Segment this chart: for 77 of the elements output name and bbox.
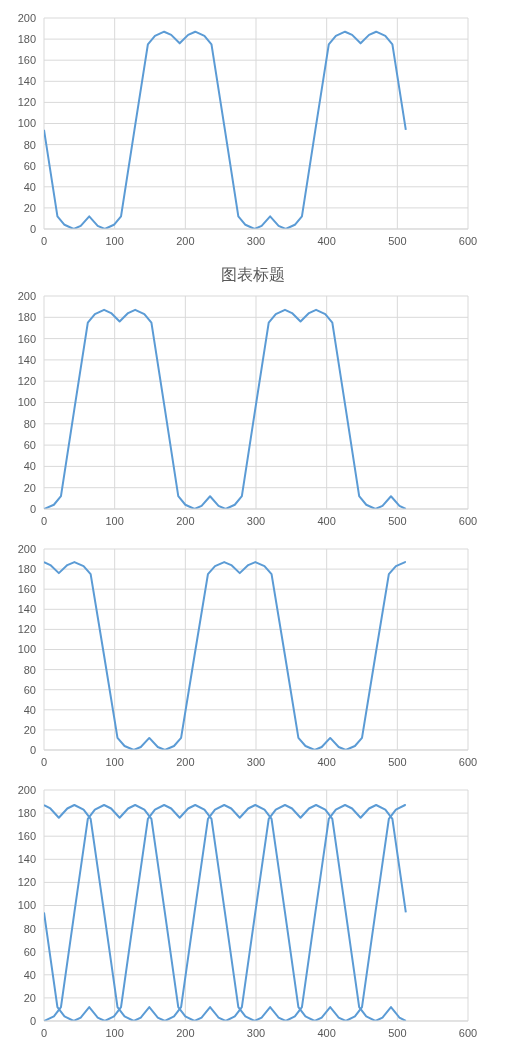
y-tick-label: 100 [17,396,36,409]
y-tick-label: 20 [23,723,36,736]
y-tick-label: 0 [29,502,36,515]
x-tick-label: 400 [317,234,336,247]
x-tick-label: 200 [176,755,195,768]
y-tick-label: 20 [23,991,36,1004]
y-tick-label: 0 [29,222,36,235]
y-tick-label: 160 [17,54,36,67]
y-tick-label: 140 [17,853,36,866]
y-tick-label: 120 [17,623,36,636]
y-tick-label: 40 [23,460,36,473]
x-tick-label: 500 [388,1026,407,1039]
y-tick-label: 20 [23,201,36,214]
y-tick-label: 180 [17,33,36,46]
x-tick-label: 600 [458,514,478,527]
chart-title: 图表标题 [220,265,286,285]
line-series [44,804,407,1021]
x-tick-label: 300 [246,755,266,768]
x-tick-label: 100 [105,1026,124,1039]
x-tick-label: 600 [458,234,478,247]
x-tick-label: 400 [317,1026,336,1039]
y-tick-label: 60 [23,683,36,696]
y-tick-label: 160 [17,332,36,345]
y-tick-label: 200 [17,289,36,302]
x-tick-label: 0 [40,234,48,247]
y-tick-label: 160 [17,583,36,596]
line-series [44,561,407,750]
y-tick-label: 120 [17,876,36,889]
y-tick-label: 200 [17,783,36,796]
x-tick-label: 0 [40,514,48,527]
x-tick-label: 300 [246,234,266,247]
x-tick-label: 600 [458,755,478,768]
y-tick-label: 120 [17,375,36,388]
x-tick-label: 400 [317,755,336,768]
x-tick-label: 500 [388,234,407,247]
x-tick-label: 200 [176,514,195,527]
x-tick-label: 500 [388,755,407,768]
y-tick-label: 140 [17,75,36,88]
x-tick-label: 0 [40,755,48,768]
y-tick-label: 60 [23,439,36,452]
y-tick-label: 100 [17,899,36,912]
y-tick-label: 80 [23,138,36,151]
line-series [44,308,407,509]
x-tick-label: 200 [176,234,195,247]
y-tick-label: 40 [23,703,36,716]
x-tick-label: 300 [246,1026,266,1039]
y-tick-label: 140 [17,603,36,616]
y-tick-label: 120 [17,96,36,109]
y-tick-label: 200 [17,11,36,24]
y-tick-label: 80 [23,922,36,935]
x-tick-label: 0 [40,1026,48,1039]
x-tick-label: 600 [458,1026,478,1039]
y-tick-label: 180 [17,563,36,576]
x-tick-label: 100 [105,755,124,768]
y-tick-label: 40 [23,180,36,193]
y-tick-label: 180 [17,311,36,324]
y-tick-label: 100 [17,643,36,656]
x-tick-label: 300 [246,514,266,527]
y-tick-label: 180 [17,807,36,820]
x-tick-label: 100 [105,514,124,527]
x-tick-label: 500 [388,514,407,527]
y-tick-label: 20 [23,481,36,494]
y-tick-label: 60 [23,945,36,958]
y-tick-label: 160 [17,830,36,843]
line-series [44,30,407,229]
y-tick-label: 80 [23,663,36,676]
y-tick-label: 200 [17,542,36,555]
x-tick-label: 200 [176,1026,195,1039]
y-tick-label: 40 [23,968,36,981]
y-tick-label: 0 [29,743,36,756]
y-tick-label: 140 [17,353,36,366]
y-tick-label: 80 [23,417,36,430]
y-tick-label: 0 [29,1014,36,1027]
y-tick-label: 60 [23,159,36,172]
y-tick-label: 100 [17,117,36,130]
x-tick-label: 400 [317,514,336,527]
x-tick-label: 100 [105,234,124,247]
